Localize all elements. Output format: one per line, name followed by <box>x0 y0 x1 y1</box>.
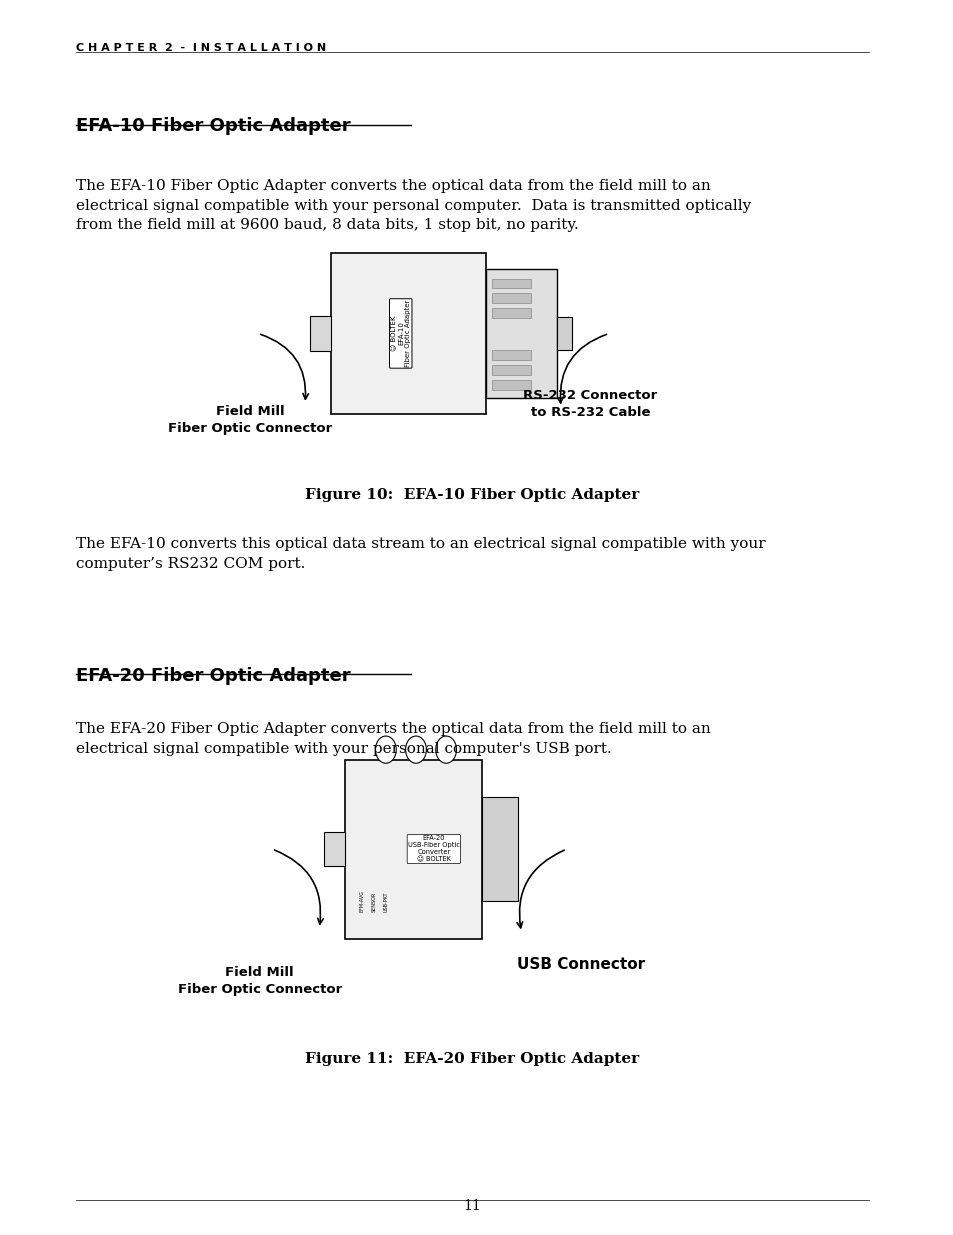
Bar <box>331 253 486 414</box>
Circle shape <box>375 736 395 763</box>
Text: USB Connector: USB Connector <box>517 957 644 972</box>
Text: 11: 11 <box>463 1199 480 1213</box>
Bar <box>492 380 531 390</box>
Text: EFA-20
USB-Fiber Optic
Converter
☺ BOLTEK: EFA-20 USB-Fiber Optic Converter ☺ BOLTE… <box>408 835 459 863</box>
Bar <box>492 351 531 361</box>
Text: RS-232 Connector
to RS-232 Cable: RS-232 Connector to RS-232 Cable <box>522 389 657 419</box>
Text: C H A P T E R  2  -  I N S T A L L A T I O N: C H A P T E R 2 - I N S T A L L A T I O … <box>75 43 325 53</box>
Bar <box>310 316 331 351</box>
Bar <box>344 760 481 939</box>
Text: EFA-20 Fiber Optic Adapter: EFA-20 Fiber Optic Adapter <box>75 667 350 685</box>
Bar <box>324 832 344 867</box>
Text: Field Mill
Fiber Optic Connector: Field Mill Fiber Optic Connector <box>168 405 332 435</box>
Bar <box>492 309 531 319</box>
Circle shape <box>405 736 426 763</box>
Text: SENSOR: SENSOR <box>371 892 376 911</box>
Text: EFA-10 Fiber Optic Adapter: EFA-10 Fiber Optic Adapter <box>75 117 350 136</box>
Text: Field Mill
Fiber Optic Connector: Field Mill Fiber Optic Connector <box>177 966 341 995</box>
Text: The EFA-10 converts this optical data stream to an electrical signal compatible : The EFA-10 converts this optical data st… <box>75 537 764 571</box>
Text: The EFA-10 Fiber Optic Adapter converts the optical data from the field mill to : The EFA-10 Fiber Optic Adapter converts … <box>75 179 750 232</box>
Text: USB-PKT: USB-PKT <box>383 892 389 911</box>
Bar <box>492 366 531 375</box>
Bar <box>557 317 572 350</box>
Bar <box>492 294 531 304</box>
Text: The EFA-20 Fiber Optic Adapter converts the optical data from the field mill to : The EFA-20 Fiber Optic Adapter converts … <box>75 722 710 756</box>
Bar <box>486 269 557 398</box>
Text: Figure 11:  EFA-20 Fiber Optic Adapter: Figure 11: EFA-20 Fiber Optic Adapter <box>305 1052 639 1066</box>
Text: EFM-AVG: EFM-AVG <box>359 889 364 911</box>
Bar <box>481 797 517 902</box>
Text: Figure 10:  EFA-10 Fiber Optic Adapter: Figure 10: EFA-10 Fiber Optic Adapter <box>305 488 639 501</box>
Text: ☺ BOLTEK
EFA-10
Fiber Optic Adapter: ☺ BOLTEK EFA-10 Fiber Optic Adapter <box>390 300 411 367</box>
Circle shape <box>436 736 456 763</box>
Bar <box>492 279 531 289</box>
